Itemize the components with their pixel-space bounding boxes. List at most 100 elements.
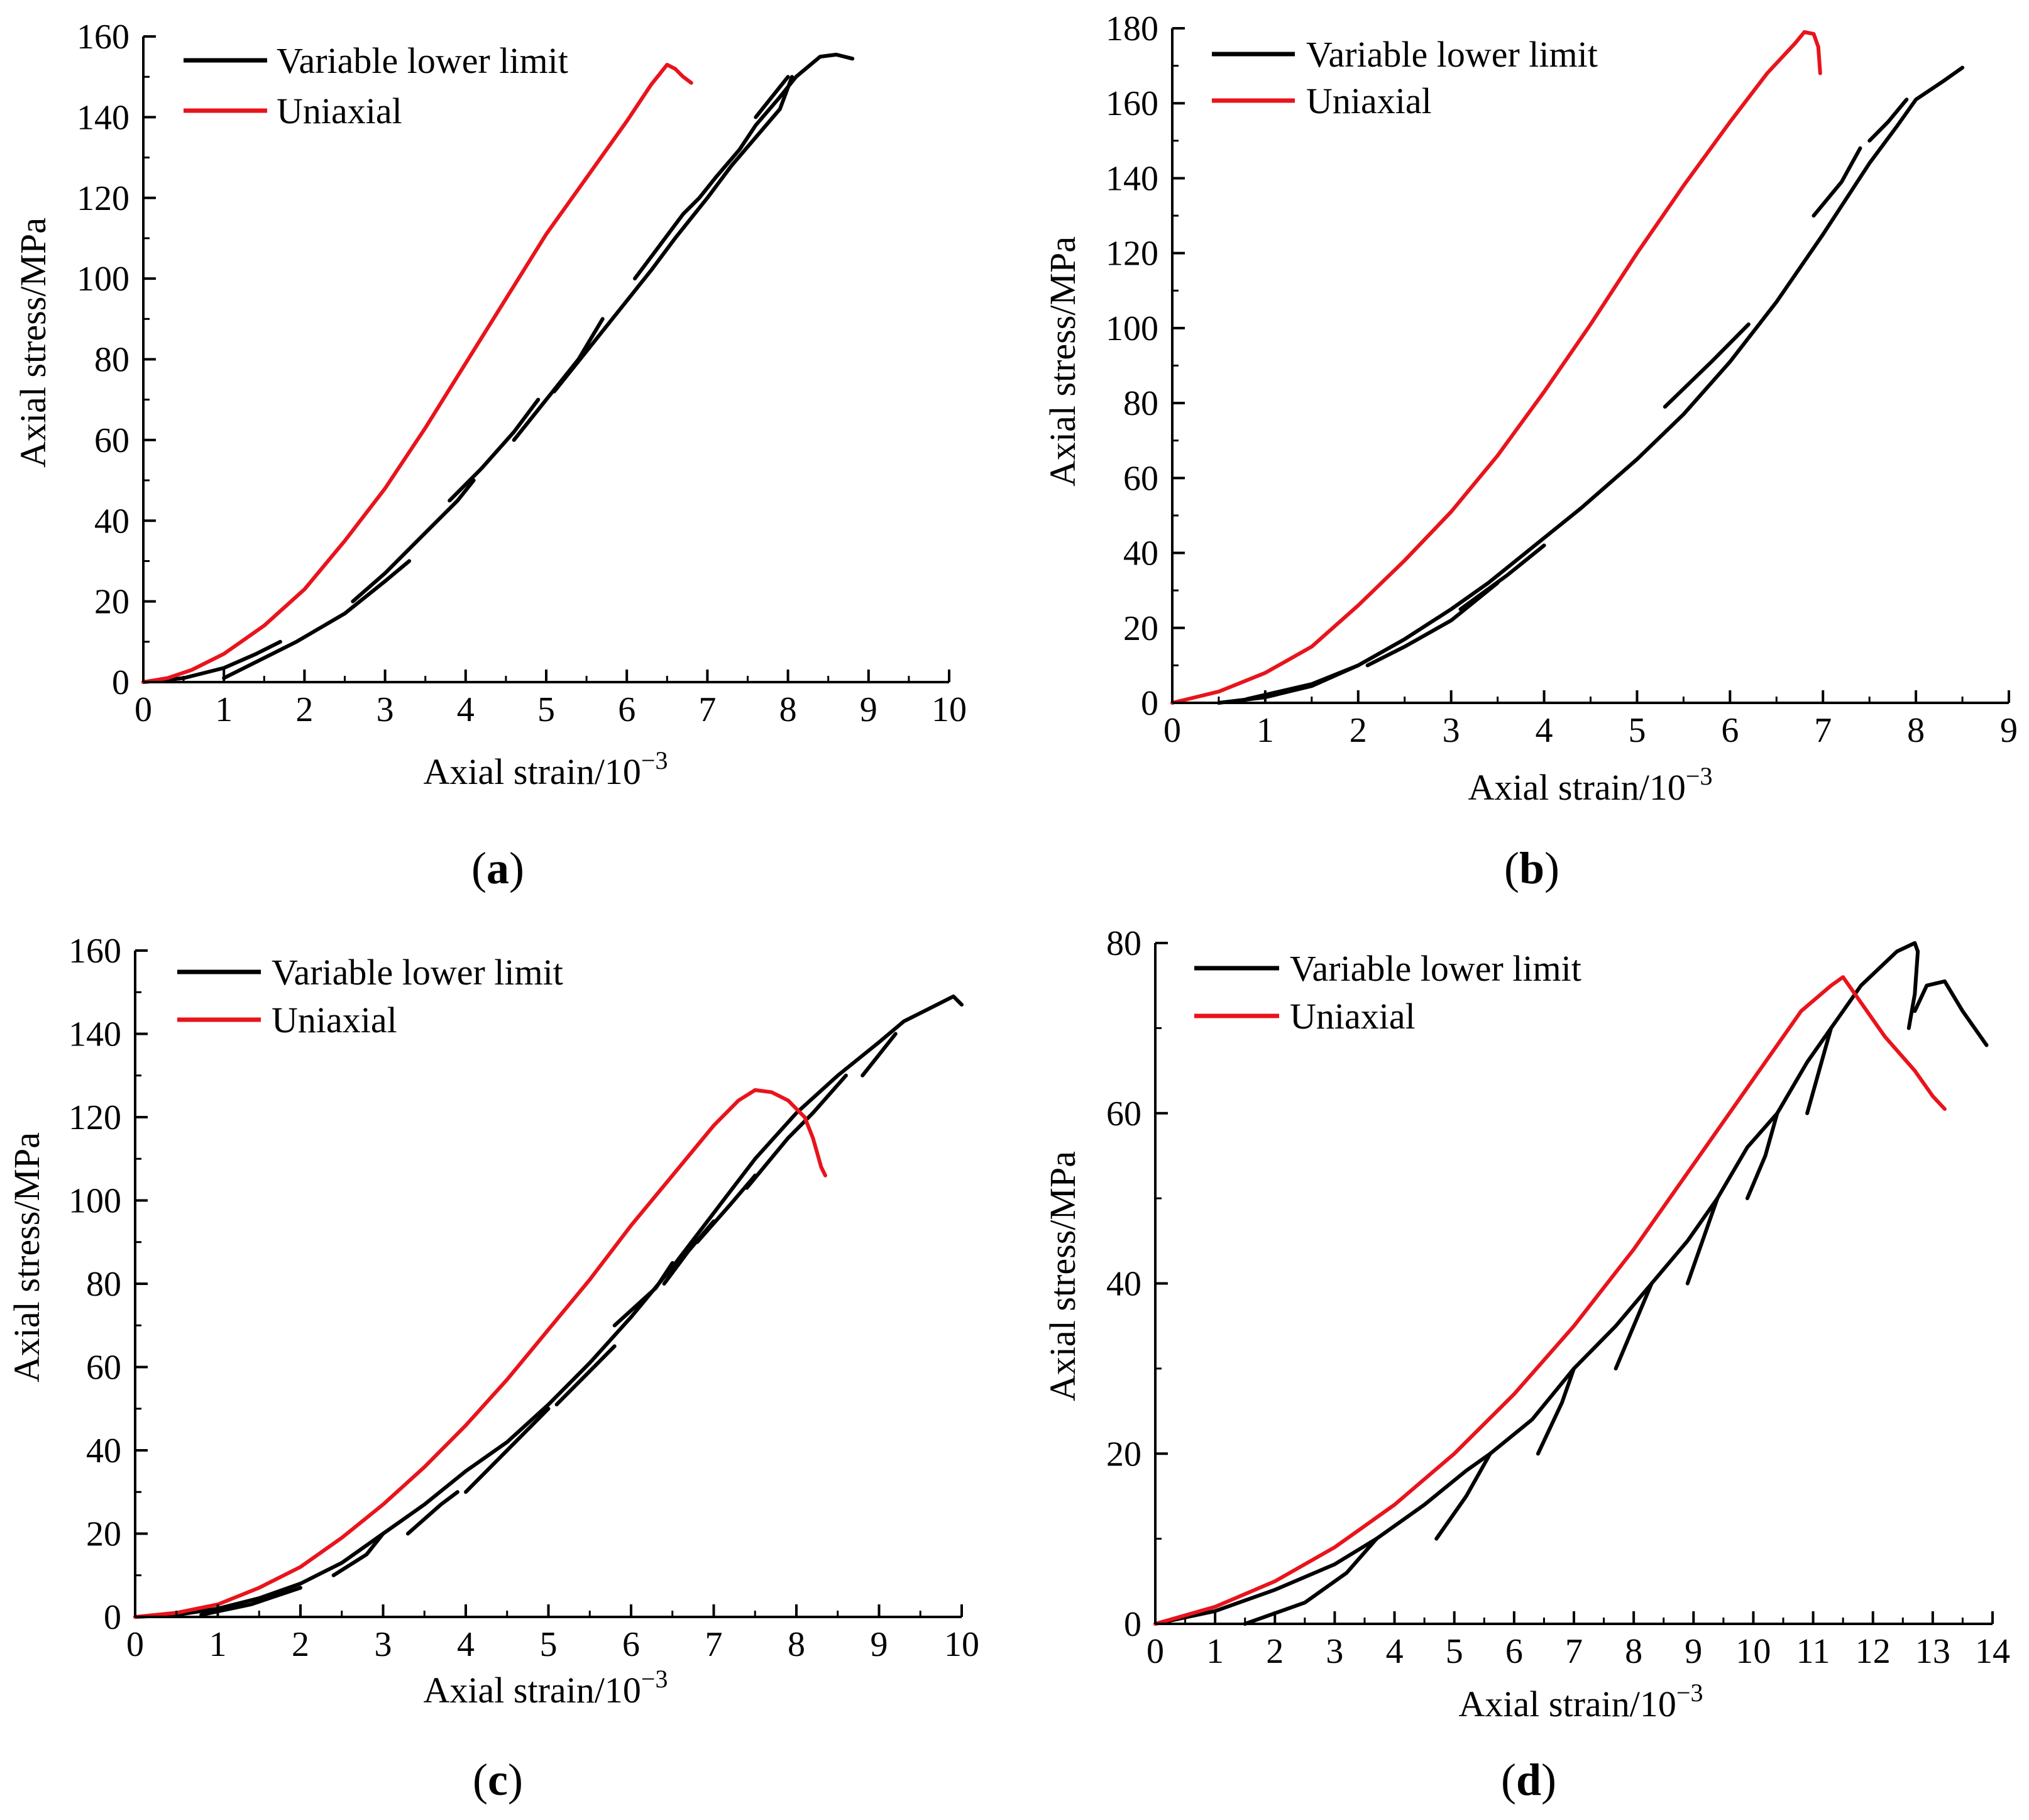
panel-c-legend: Variable lower limit Uniaxial: [177, 952, 563, 1040]
panel-b-y-tick-label-5: 100: [1106, 309, 1158, 348]
panel-a-series-variable-lower-limit-line-2: [351, 478, 476, 604]
panel-d-series-variable-lower-limit-line-10: [1715, 1111, 1779, 1201]
panel-d-legend-label-variable: Variable lower limit: [1290, 948, 1581, 989]
panel-b-y-tick-label-6: 120: [1106, 234, 1158, 273]
panel-b-y-tick-label-2: 40: [1123, 534, 1158, 573]
panel-d-x-tick-label-13: 13: [1915, 1632, 1950, 1671]
panel-a-x-tick-label-6: 6: [618, 690, 635, 729]
panel-d-x-tick-label-9: 9: [1685, 1632, 1702, 1671]
panel-a-legend: Variable lower limit Uniaxial: [184, 40, 568, 131]
panel-b-series-variable-lower-limit-line-3: [1458, 543, 1546, 611]
panel-b-ticks: 0 1 2 3 4 5 6 7 8 9 0 20 40 60 80 100 120 140 160 180: [1106, 9, 2018, 750]
panel-a-x-tick-label-2: 2: [295, 690, 313, 729]
panel-c-y-tick-label-8: 160: [69, 932, 121, 971]
panel-b-y-tick-label-0: 0: [1141, 684, 1158, 723]
panel-c-y-tick-label-0: 0: [104, 1598, 121, 1637]
panel-c-y-tick-label-2: 40: [86, 1431, 121, 1470]
panel-c-xlabel: Axial strain/10−3: [424, 1665, 668, 1711]
panel-a-series-variable-lower-limit-line-8: [754, 75, 790, 119]
panel-d-x-tick-label-3: 3: [1326, 1632, 1343, 1671]
panel-c-xlabel-exponent: −3: [641, 1665, 668, 1693]
panel-d-xlabel: Axial strain/10−3: [1459, 1679, 1703, 1724]
panel-d-series-variable-lower-limit-line-9: [1685, 1196, 1720, 1286]
panel-d-axes: [1154, 943, 1993, 1625]
panel-c-y-tick-label-4: 80: [86, 1265, 121, 1304]
panel-c-x-tick-label-1: 1: [209, 1625, 227, 1664]
panel-a-series-variable-lower-limit-line-1: [222, 559, 412, 680]
panel-c-y-tick-label-5: 100: [69, 1182, 121, 1221]
panel-d-x-tick-label-6: 6: [1505, 1632, 1523, 1671]
panel-d-x-tick-label-5: 5: [1446, 1632, 1463, 1671]
panel-a-y-tick-label-5: 100: [77, 260, 129, 299]
panel-d-x-tick-label-8: 8: [1625, 1632, 1642, 1671]
panel-a-xlabel-exponent: −3: [641, 746, 668, 775]
panel-d-series-variable-lower-limit-line-13: [1805, 1026, 1834, 1115]
panel-a-series-variable-lower-limit-line-5: [552, 236, 678, 394]
panel-a-x-tick-label-0: 0: [135, 690, 152, 729]
panel-a-x-tick-label-5: 5: [537, 690, 555, 729]
panel-d-series-variable-lower-limit-line-6: [1572, 1281, 1654, 1371]
panel-a-caption: (a): [471, 843, 524, 893]
panel-b-caption: (b): [1504, 843, 1559, 893]
panel-c-series-variable-lower-limit-line-7: [612, 1260, 674, 1328]
panel-d-x-tick-label-11: 11: [1796, 1632, 1830, 1671]
panel-a-legend-label-variable: Variable lower limit: [277, 40, 568, 81]
panel-b-x-tick-label-3: 3: [1443, 711, 1460, 750]
panel-c-axes: [134, 951, 962, 1618]
panel-a-y-tick-label-4: 80: [94, 341, 129, 380]
panel-a-series-variable-lower-limit-line-6: [633, 52, 855, 281]
panel-b-x-tick-label-9: 9: [2000, 711, 2018, 750]
panel-d-x-tick-label-2: 2: [1266, 1632, 1284, 1671]
panel-a-x-tick-label-8: 8: [779, 690, 797, 729]
panel-b-x-tick-label-2: 2: [1350, 711, 1367, 750]
panel-a-series-uniaxial-line-0: [141, 62, 693, 684]
panel-c-plot-layer: [133, 994, 964, 1619]
panel-c-x-tick-label-4: 4: [457, 1625, 475, 1664]
panel-b-x-tick-label-4: 4: [1536, 711, 1553, 750]
panel-c-series-variable-lower-limit-line-4: [464, 1448, 509, 1494]
panel-d-series-variable-lower-limit-line-4: [1488, 1366, 1576, 1456]
panel-b-xlabel: Axial strain/10−3: [1468, 762, 1713, 808]
panel-c-series-variable-lower-limit-line-0: [133, 994, 964, 1619]
panel-a-y-tick-label-6: 120: [77, 179, 129, 218]
panel-a-y-tick-label-2: 40: [94, 502, 129, 541]
panel-b-legend: Variable lower limit Uniaxial: [1212, 34, 1598, 121]
panel-c-series-variable-lower-limit-line-10: [745, 1111, 815, 1190]
panel-c-caption-letter: c: [488, 1755, 508, 1805]
panel-b-series-variable-lower-limit-line-2: [1365, 581, 1500, 668]
panel-a-y-tick-label-8: 160: [77, 18, 129, 57]
panel-b-xlabel-exponent: −3: [1686, 762, 1713, 790]
panel-a-x-tick-label-1: 1: [215, 690, 233, 729]
panel-a-y-tick-label-3: 60: [94, 421, 129, 460]
panel-b-legend-label-variable: Variable lower limit: [1306, 34, 1598, 75]
panel-d-series-uniaxial-line-0: [1153, 975, 1947, 1626]
panel-d-xlabel-exponent: −3: [1676, 1679, 1703, 1707]
panel-d-ylabel: Axial stress/MPa: [1042, 1151, 1083, 1401]
panel-d-series-variable-lower-limit-line-5: [1536, 1366, 1576, 1456]
panel-c-series-uniaxial-line-0: [133, 1088, 827, 1619]
panel-d-y-tick-label-3: 60: [1106, 1095, 1141, 1133]
panel-a-plot-layer: [141, 52, 855, 684]
panel-a-x-tick-label-4: 4: [457, 690, 475, 729]
panel-d-y-tick-label-2: 40: [1106, 1265, 1141, 1304]
panel-a-series-variable-lower-limit-line-0: [141, 639, 282, 684]
panel-b-axes: [1171, 28, 2009, 704]
panel-b-y-tick-label-1: 20: [1123, 609, 1158, 648]
panel-c-y-tick-label-3: 60: [86, 1348, 121, 1387]
panel-d-series-variable-lower-limit-line-7: [1614, 1281, 1654, 1371]
panel-b-x-tick-label-0: 0: [1163, 711, 1181, 750]
panel-d-y-tick-label-1: 20: [1106, 1435, 1141, 1474]
panel-d-series-variable-lower-limit-line-12: [1775, 1026, 1834, 1115]
panel-c-x-tick-label-7: 7: [705, 1625, 723, 1664]
panel-c-x-tick-label-5: 5: [540, 1625, 558, 1664]
panel-b-x-tick-label-8: 8: [1907, 711, 1925, 750]
panel-d-series-variable-lower-limit-line-16: [1913, 979, 1989, 1047]
panel-d-x-tick-label-14: 14: [1975, 1632, 2010, 1671]
panel-a-xlabel-main: Axial strain/10: [424, 751, 641, 792]
panel-d-plot-layer: [1153, 941, 1989, 1626]
panel-c-x-tick-label-8: 8: [788, 1625, 805, 1664]
panel-c-y-tick-label-1: 20: [86, 1515, 121, 1554]
